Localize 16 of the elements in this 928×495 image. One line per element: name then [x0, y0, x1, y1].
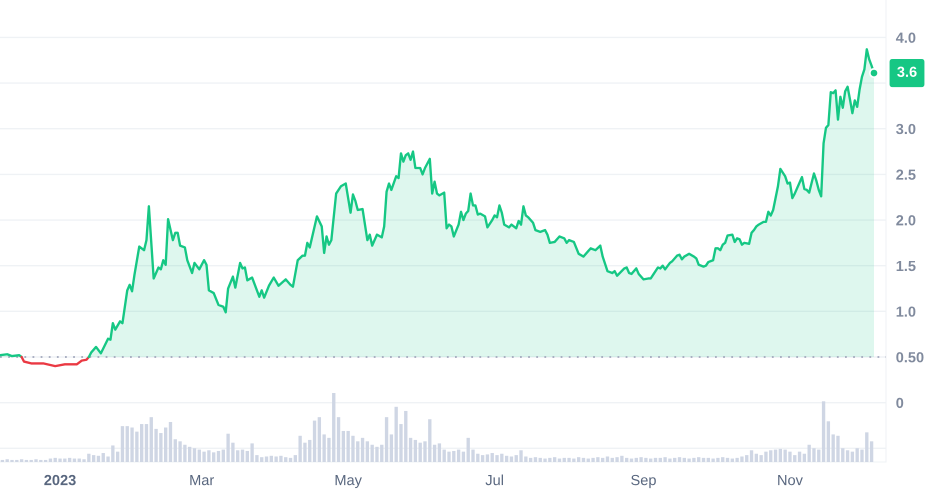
- y-tick-label: 2.5: [896, 169, 916, 180]
- x-tick-label: Jul: [486, 474, 503, 486]
- line-series: [20, 356, 90, 368]
- y-tick-label: 4.0: [896, 32, 916, 43]
- x-tick-label: May: [336, 475, 362, 488]
- annotation: 3.6: [897, 66, 917, 77]
- y-tick-label: 3.0: [896, 124, 916, 134]
- y-tick-label: 0.50: [896, 352, 924, 362]
- y-tick-label: 1.0: [896, 306, 916, 317]
- y-tick-label: 0: [896, 398, 904, 408]
- x-tick-label: Sep: [631, 474, 656, 488]
- x-tick-label: Mar: [190, 475, 214, 486]
- x-tick-label: 2023: [44, 474, 76, 486]
- y-tick-label: 2.0: [896, 215, 916, 226]
- y-tick-label: 1.5: [896, 260, 916, 272]
- x-tick-label: Nov: [778, 475, 803, 486]
